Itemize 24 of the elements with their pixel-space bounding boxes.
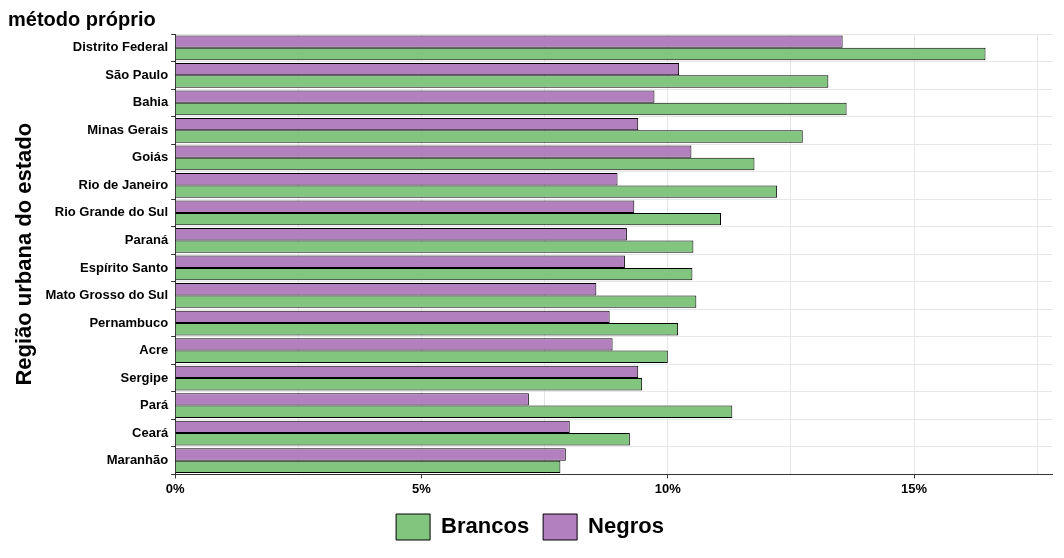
y-tick-label: Goiás: [132, 149, 169, 165]
y-tick-label: Paraná: [124, 232, 169, 248]
y-tick-label: Ceará: [132, 424, 169, 440]
x-tick-label: 15%: [901, 480, 928, 496]
y-tick-label: Minas Gerais: [87, 121, 169, 137]
y-tick-label: Pernambuco: [89, 314, 169, 330]
x-tick-label: 5%: [412, 480, 432, 496]
chart-title: método próprio: [8, 7, 156, 30]
y-tick-label: São Paulo: [105, 66, 169, 82]
y-tick-label: Espírito Santo: [80, 259, 169, 275]
y-tick-label: Distrito Federal: [72, 39, 169, 55]
x-tick-label: 10%: [654, 480, 682, 496]
x-tick-label: 0%: [165, 480, 186, 496]
y-tick-label: Maranhão: [106, 452, 169, 468]
y-tick-label: Bahia: [132, 94, 169, 110]
y-tick-label: Rio de Janeiro: [78, 176, 169, 192]
y-tick-label: Mato Grosso do Sul: [45, 287, 169, 303]
legend-label: Negros: [588, 513, 664, 539]
y-tick-label: Pará: [139, 397, 169, 413]
y-tick-label: Rio Grande do Sul: [54, 204, 169, 220]
legend-label: Brancos: [441, 513, 530, 539]
y-tick-label: Acre: [139, 342, 169, 358]
y-axis-title: Região urbana do estado: [11, 122, 37, 386]
y-tick-label: Sergipe: [120, 369, 169, 385]
